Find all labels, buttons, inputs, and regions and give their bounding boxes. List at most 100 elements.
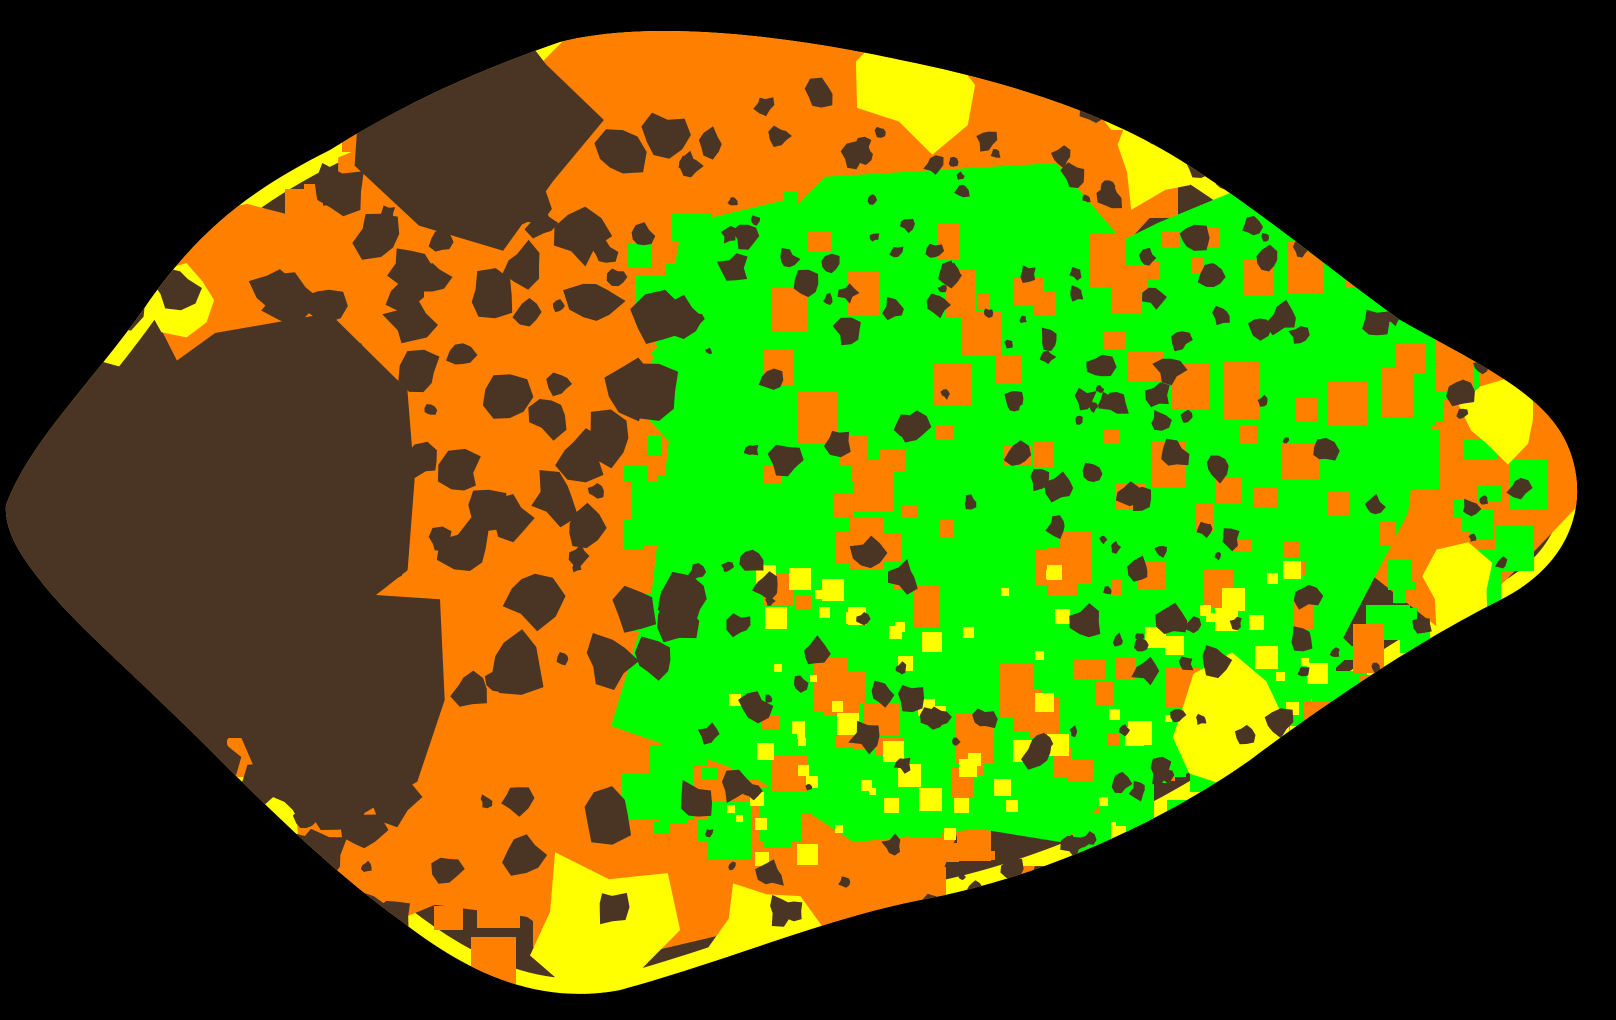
orange-pixel-block <box>288 237 335 273</box>
brown-spot <box>1045 515 1065 540</box>
yellow-speck <box>1145 627 1166 648</box>
green-pixel-block <box>940 657 972 698</box>
brown-spot <box>888 559 918 595</box>
yellow-speck <box>1301 658 1309 666</box>
orange-patch <box>1240 425 1258 444</box>
green-pixel-block <box>626 677 650 707</box>
orange-patch <box>1192 257 1204 273</box>
brown-spot <box>590 240 619 263</box>
orange-patch <box>1223 362 1259 420</box>
brown-spot <box>926 293 951 319</box>
brown-spot <box>1097 391 1118 410</box>
brown-spot <box>1100 180 1116 193</box>
yellow-speck <box>944 828 956 840</box>
yellow-speck <box>1035 651 1044 660</box>
brown-spot <box>688 313 705 327</box>
brown-spot <box>262 692 306 730</box>
brown-spot <box>1329 647 1340 657</box>
brown-spot <box>743 444 759 456</box>
brown-spot <box>882 297 904 321</box>
brown-spot <box>952 737 961 746</box>
orange-patch <box>1390 255 1411 275</box>
brown-spot <box>697 722 720 745</box>
brown-spot <box>753 97 775 117</box>
yellow-speck <box>819 607 830 618</box>
brown-spot <box>584 409 629 469</box>
brown-spot <box>121 161 148 188</box>
brown-spot <box>1494 146 1516 168</box>
brown-spot <box>1242 215 1264 236</box>
orange-patch <box>902 505 917 517</box>
brown-spot <box>1336 878 1358 900</box>
green-pixel-block <box>1506 241 1542 283</box>
brown-spot <box>867 194 877 205</box>
green-pixel-block <box>1193 476 1218 495</box>
brown-spot <box>1118 724 1130 737</box>
brown-spot <box>1295 120 1325 154</box>
brown-spot <box>199 170 237 213</box>
brown-spot <box>1474 150 1503 185</box>
green-pixel-block <box>825 632 855 661</box>
green-pixel-block <box>1360 519 1373 527</box>
brown-spot <box>1112 632 1123 647</box>
brown-spot <box>141 857 176 892</box>
orange-pixel-block <box>419 800 466 864</box>
orange-patch <box>1402 690 1420 703</box>
brown-spot <box>292 809 318 828</box>
orange-pixel-block <box>565 694 617 758</box>
orange-patch <box>1095 681 1114 705</box>
green-pixel-block <box>1333 671 1357 698</box>
orange-pixel-block <box>471 937 516 994</box>
orange-patch <box>798 392 837 443</box>
brown-spot <box>1325 866 1344 883</box>
brown-spot <box>189 824 203 838</box>
brown-spot <box>1482 845 1516 867</box>
orange-pixel-block <box>1163 857 1194 885</box>
yellow-speck <box>1255 646 1278 669</box>
brown-spot <box>604 357 653 422</box>
brown-spot <box>1150 756 1172 785</box>
brown-spot <box>1206 455 1229 484</box>
orange-patch <box>1303 701 1341 756</box>
brown-spot <box>758 368 784 390</box>
brown-spot <box>328 88 351 107</box>
green-pixel-block <box>862 816 882 839</box>
brown-spot <box>688 563 707 581</box>
brown-spot <box>1506 477 1533 500</box>
brown-spot <box>940 389 950 400</box>
brown-spot <box>377 742 413 773</box>
brown-spot <box>1319 845 1333 863</box>
orange-pixel-block <box>911 855 929 875</box>
brown-spot <box>976 131 998 152</box>
orange-patch <box>1124 265 1148 292</box>
brown-spot <box>1074 387 1097 411</box>
yellow-speck <box>1283 561 1301 579</box>
yellow-speck <box>798 765 809 776</box>
brown-spot <box>1103 586 1112 595</box>
yellow-speck <box>1217 801 1230 814</box>
yellow-speck <box>1282 742 1288 748</box>
green-pixel-block <box>1324 217 1363 246</box>
brown-spot <box>502 573 566 632</box>
brown-spot <box>1365 753 1388 775</box>
green-pixel-block <box>915 485 929 503</box>
green-pixel-block <box>1470 305 1496 334</box>
yellow-speck <box>798 738 806 746</box>
brown-spot <box>297 828 348 880</box>
green-pixel-block <box>1475 612 1491 626</box>
brown-spot <box>327 779 374 813</box>
brown-spot <box>1486 169 1495 181</box>
green-pixel-block <box>1486 641 1509 658</box>
brown-spot <box>1020 265 1036 283</box>
brown-spot <box>1060 162 1085 188</box>
orange-patch <box>833 494 853 518</box>
green-pixel-block <box>1386 823 1401 833</box>
brown-spot <box>502 239 540 290</box>
brown-spot <box>1248 318 1272 341</box>
brown-spot <box>176 128 213 167</box>
brown-spot <box>1086 354 1117 377</box>
brown-spot <box>1399 122 1407 130</box>
orange-patch <box>962 312 1002 355</box>
green-pixel-block <box>648 679 692 729</box>
